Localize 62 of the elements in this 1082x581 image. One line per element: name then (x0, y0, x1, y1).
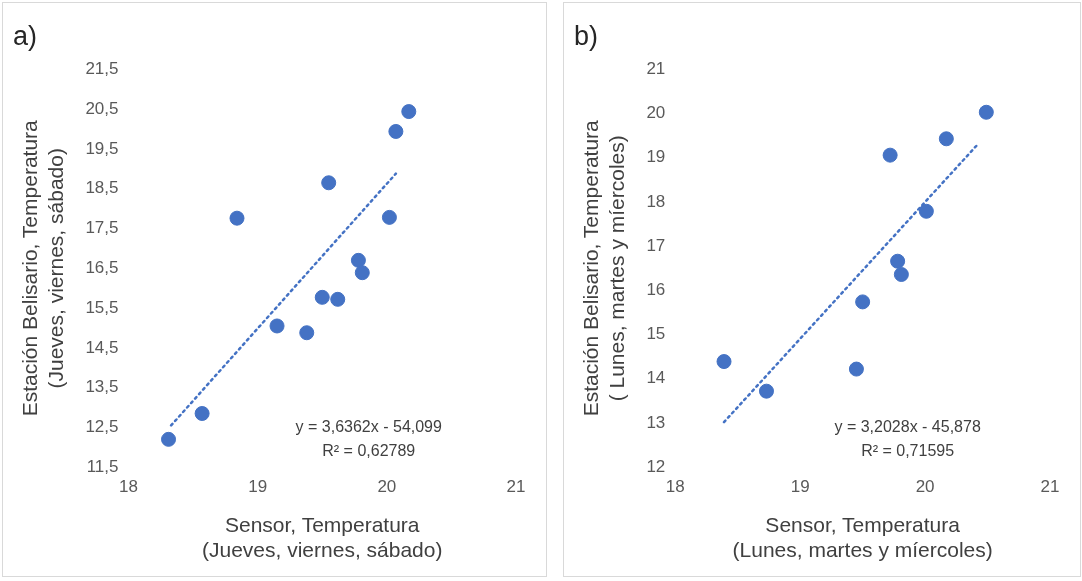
y-tick-label: 15 (646, 324, 666, 344)
point (855, 294, 871, 310)
point (229, 210, 245, 226)
x-tick-label: 21 (506, 477, 526, 497)
y-tick-label: 14,5 (85, 337, 119, 357)
y-tick-label: 21 (646, 59, 666, 79)
point (882, 147, 898, 163)
point (299, 325, 315, 341)
y-tick-label: 16 (646, 280, 666, 300)
x-axis-title: Sensor, Temperatura (Lunes, martes y míercoles) (732, 513, 993, 562)
point (269, 318, 285, 334)
point (354, 265, 370, 281)
chart-title: a) (13, 20, 38, 51)
point (161, 431, 177, 447)
y-tick-label: 14 (646, 368, 666, 388)
y-tick-label: 13 (646, 412, 666, 432)
point (716, 354, 732, 370)
point (330, 291, 346, 307)
point (848, 361, 864, 377)
y-tick-label: 16,5 (85, 257, 119, 277)
y-tick-label: 12,5 (85, 417, 119, 437)
point (321, 175, 337, 191)
point (350, 252, 366, 268)
y-tick-label: 18,5 (85, 178, 119, 198)
y-tick-label: 20 (646, 103, 666, 123)
y-tick-label: 12 (646, 456, 666, 476)
point (194, 406, 210, 421)
annotation: y = 3,6362x - 54,099 (295, 417, 443, 435)
annotation: y = 3,2028x - 45,878 (834, 417, 981, 435)
annotation: R² = 0,71595 (861, 441, 955, 459)
point (938, 131, 954, 147)
y-axis-title: Estación Belisario, Temperatura ( Lunes, martes y míercoles) (579, 119, 628, 417)
point (918, 203, 934, 219)
x-tick-label: 20 (377, 477, 397, 497)
y-tick-label: 11,5 (86, 456, 119, 476)
y-tick-label: 15,5 (85, 297, 119, 317)
point (978, 104, 994, 120)
point (893, 266, 909, 282)
y-tick-label: 18 (646, 191, 666, 211)
y-tick-label: 20,5 (85, 98, 119, 118)
x-tick-label: 18 (119, 477, 138, 497)
point (388, 123, 404, 139)
y-tick-label: 19 (646, 147, 666, 167)
point (758, 383, 774, 399)
y-tick-label: 17,5 (85, 218, 119, 238)
point (401, 104, 417, 120)
chart-title: b) (574, 20, 599, 51)
x-tick-label: 19 (790, 477, 810, 497)
y-tick-label: 13,5 (85, 377, 119, 397)
point (890, 253, 906, 269)
x-tick-label: 19 (248, 477, 268, 497)
y-tick-label: 19,5 (85, 138, 119, 158)
x-tick-label: 21 (1040, 477, 1060, 497)
annotation: R² = 0,62789 (322, 441, 416, 459)
y-tick-label: 17 (646, 235, 666, 255)
point (381, 209, 397, 225)
x-tick-label: 18 (665, 477, 685, 497)
y-axis-title: Estación Belisario, Temperatura (Jueves, viernes, sábado) (18, 119, 67, 417)
point (314, 289, 330, 305)
x-axis-title: Sensor, Temperatura (Jueves, viernes, sábado) (202, 513, 443, 562)
y-tick-label: 21,5 (85, 59, 119, 79)
x-tick-label: 20 (915, 477, 935, 497)
